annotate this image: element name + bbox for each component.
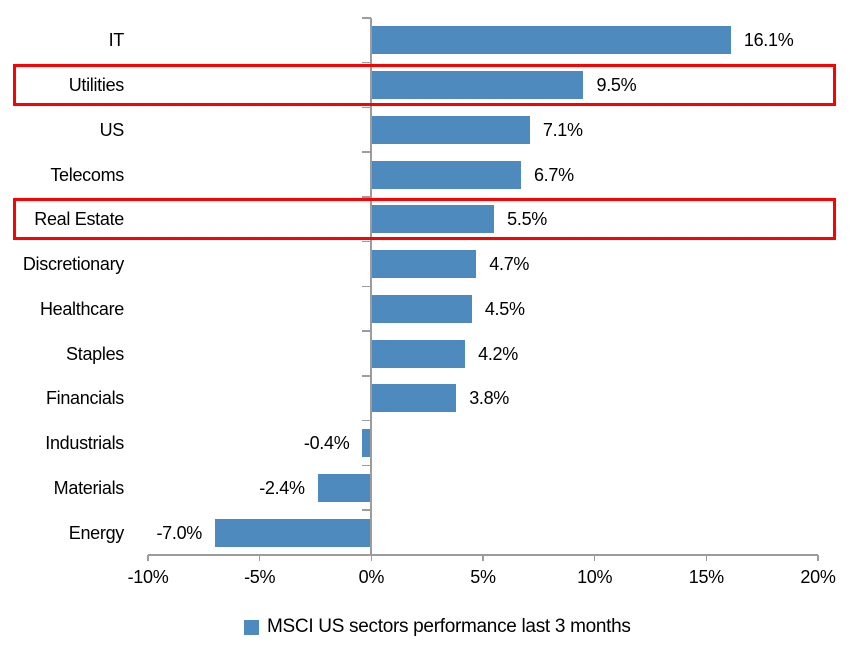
legend: MSCI US sectors performance last 3 month…	[244, 613, 631, 641]
category-label-energy: Energy	[68, 522, 125, 543]
category-label-staples: Staples	[66, 343, 124, 364]
value-label-healthcare: 4.5%	[484, 298, 525, 319]
y-axis-tick	[362, 464, 372, 466]
x-tick-label-10-: 10%	[577, 567, 613, 587]
y-axis-tick	[362, 196, 372, 198]
legend-color-swatch-icon	[244, 619, 259, 635]
y-axis-tick	[362, 330, 372, 332]
value-label-energy: -7.0%	[156, 522, 202, 543]
y-axis-tick	[362, 509, 372, 511]
category-label-utilities: Utilities	[68, 75, 125, 96]
y-axis-tick	[362, 17, 372, 19]
y-axis-line	[370, 18, 373, 555]
value-label-staples: 4.2%	[478, 343, 518, 364]
value-label-financials: 3.8%	[469, 388, 510, 409]
bar-it	[371, 26, 731, 55]
bar-telecoms	[371, 160, 521, 189]
y-axis-tick	[362, 61, 372, 64]
value-label-telecoms: 6.7%	[533, 164, 574, 185]
y-axis-tick	[362, 285, 372, 287]
bar-materials	[317, 473, 372, 502]
bar-energy	[215, 518, 372, 547]
category-label-financials: Financials	[45, 388, 124, 409]
x-axis-line	[148, 554, 818, 556]
y-axis-tick	[362, 240, 372, 243]
x-axis-tick	[147, 555, 149, 561]
y-axis-tick	[362, 375, 372, 377]
bar-utilities	[371, 71, 584, 100]
bar-industrials	[362, 429, 372, 458]
x-tick-label-15-: 15%	[688, 567, 724, 587]
x-tick-label-5-: 5%	[470, 567, 496, 587]
x-axis-tick	[593, 555, 596, 561]
x-axis-tick	[817, 555, 819, 561]
category-label-discretionary: Discretionary	[22, 254, 124, 275]
y-axis-tick	[362, 419, 372, 422]
x-axis-tick	[705, 555, 708, 561]
x-axis-tick	[258, 555, 261, 561]
value-label-real-estate: 5.5%	[507, 209, 547, 230]
value-label-us: 7.1%	[542, 119, 583, 140]
y-axis-tick	[362, 151, 372, 153]
bar-us	[371, 115, 530, 144]
category-label-it: IT	[108, 30, 125, 51]
x-tick-label-20-: 20%	[800, 567, 836, 587]
bar-financials	[371, 384, 457, 413]
value-label-utilities: 9.5%	[596, 75, 637, 96]
y-axis-tick	[362, 106, 372, 108]
x-tick-label--10-: -10%	[127, 567, 169, 587]
value-label-materials: -2.4%	[259, 477, 305, 498]
x-tick-label-0-: 0%	[358, 567, 385, 587]
legend-label: MSCI US sectors performance last 3 month…	[267, 616, 631, 637]
x-axis-tick	[482, 555, 484, 561]
bar-healthcare	[371, 294, 472, 323]
value-label-it: 16.1%	[743, 30, 794, 51]
x-axis-tick	[370, 555, 373, 561]
category-label-healthcare: Healthcare	[39, 298, 124, 319]
category-label-real-estate: Real Estate	[34, 209, 124, 230]
category-label-us: US	[99, 119, 125, 140]
value-label-industrials: -0.4%	[303, 433, 350, 454]
category-label-industrials: Industrials	[45, 433, 124, 454]
bar-discretionary	[371, 250, 477, 279]
category-label-telecoms: Telecoms	[50, 164, 124, 185]
x-tick-label--5-: -5%	[244, 567, 276, 587]
bar-staples	[371, 339, 466, 368]
value-label-discretionary: 4.7%	[489, 254, 530, 275]
category-label-materials: Materials	[53, 477, 125, 498]
bar-real-estate	[371, 205, 495, 234]
